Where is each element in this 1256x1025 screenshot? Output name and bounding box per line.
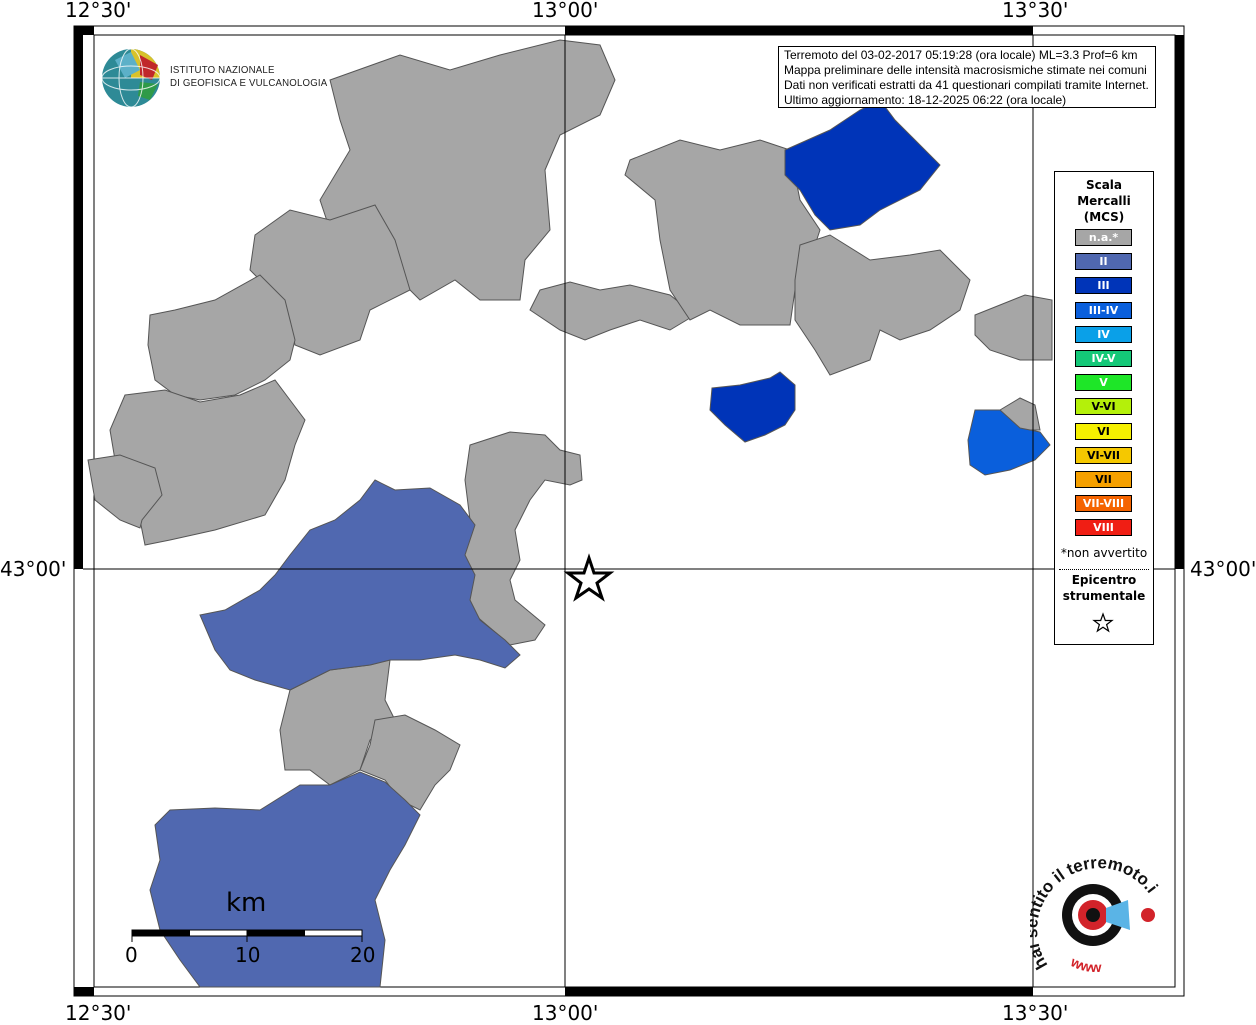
ingv-logo-icon [101,48,161,108]
legend-swatch-1: II [1075,253,1132,271]
legend-separator [1059,569,1149,570]
legend-swatch-11: VII-VIII [1075,495,1132,513]
legend-title: Scala Mercalli (MCS) [1055,177,1153,225]
legend-swatch-2: III [1075,277,1132,295]
legend-epi-line2: strumentale [1062,589,1146,603]
scale-tick-0: 0 [125,943,138,967]
scale-tick-20: 20 [350,943,376,967]
left-label-43-00: 43°00' [0,557,67,581]
legend-swatch-3: III-IV [1075,301,1132,319]
top-label-12-30: 12°30' [65,0,132,22]
legend-note: *non avvertito [1060,546,1148,560]
bottom-label-13-00: 13°00' [532,1001,599,1025]
legend-title-line3: (MCS) [1083,210,1125,224]
legend-title-line2: Mercalli [1077,194,1131,208]
svg-text:hai sentito il terremoto.it: hai sentito il terremoto.it [1030,855,1161,973]
scale-tick-10: 10 [235,943,261,967]
scale-bar [131,929,363,942]
legend-epicenter-label: Epicentro strumentale [1055,572,1153,604]
legend-swatch-6: V [1075,374,1132,392]
info-line3: Dati non verificati estratti da 41 quest… [784,78,1149,92]
ingv-line2: DI GEOFISICA E VULCANOLOGIA [170,77,328,89]
ingv-logo-text: ISTITUTO NAZIONALE DI GEOFISICA E VULCAN… [170,64,327,90]
region-intensity-III-IV [967,409,1051,476]
hsit-text: hai sentito il terremoto.it [1030,855,1161,973]
legend-swatch-5: IV-V [1075,350,1132,367]
svg-text:www: www [1068,953,1102,975]
hsit-watermark: hai sentito il terremoto.it www [1030,855,1161,975]
bottom-label-13-30: 13°30' [1002,1001,1069,1025]
info-line2: Mappa preliminare delle intensità macros… [784,63,1147,77]
top-label-13-30: 13°30' [1002,0,1069,22]
info-line1: Terremoto del 03-02-2017 05:19:28 (ora l… [784,48,1138,62]
legend-epi-line1: Epicentro [1071,573,1137,587]
bottom-label-12-30: 12°30' [65,1001,132,1025]
legend-swatch-10: VII [1075,471,1132,488]
mcs-legend: Scala Mercalli (MCS) n.a.* II III III-IV IV I… [1054,171,1154,645]
legend-swatch-9: VI-VII [1075,446,1132,464]
legend-swatch-7: V-VI [1075,398,1132,416]
legend-swatch-4: IV [1075,325,1132,343]
hsit-url: www [1068,953,1102,975]
ingv-line1: ISTITUTO NAZIONALE [170,64,275,76]
region-intensity-III [709,99,941,443]
legend-swatch-0: n.a.* [1075,229,1132,246]
scale-bar-unit: km [226,888,267,918]
earthquake-info-box: Terremoto del 03-02-2017 05:19:28 (ora l… [778,46,1156,108]
epicenter-star[interactable] [563,553,615,602]
right-label-43-00: 43°00' [1190,557,1256,581]
top-label-13-00: 13°00' [532,0,599,22]
legend-swatch-12: VIII [1075,519,1132,537]
region-na [87,39,1053,811]
legend-swatch-8: VI [1075,422,1132,440]
hsit-logo-icon [1062,884,1155,946]
info-line4: Ultimo aggiornamento: 18-12-2025 06:22 (… [784,93,1067,107]
legend-title-line1: Scala [1085,178,1123,192]
legend-star-icon [1092,612,1114,633]
